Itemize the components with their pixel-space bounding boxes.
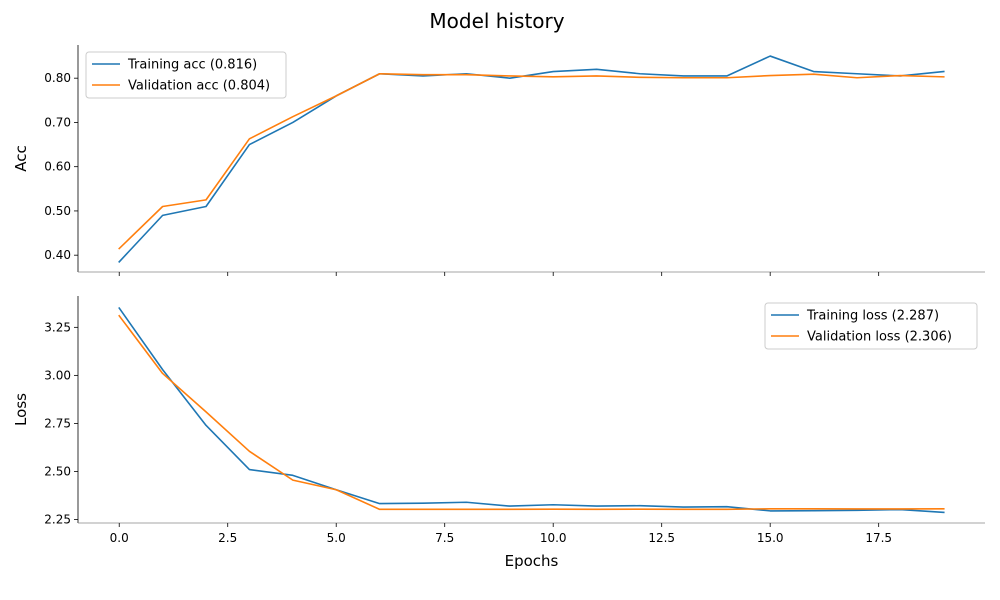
acc-legend: Training acc (0.816) Validation acc (0.80…	[85, 51, 287, 99]
loss-legend-label: Training loss (2.287)	[806, 309, 939, 324]
loss-y-tick-label: 3.00	[44, 368, 71, 382]
loss-y-tick-label: 2.25	[44, 513, 71, 527]
loss-x-tick-label: 15.0	[757, 531, 784, 545]
acc-series-line-training	[118, 55, 945, 263]
figure-title: Model history	[429, 9, 564, 33]
loss-panel: 2.25 2.50 2.75 3.00 3.25 0.0 2.5 5.0 7.5 10.0 12.5…	[12, 296, 985, 570]
acc-series-line-validation	[118, 72, 945, 250]
loss-legend-label: Validation loss (2.306)	[807, 330, 952, 345]
loss-y-tick-label: 2.50	[44, 464, 71, 478]
acc-y-tick-label: 0.40	[44, 248, 71, 262]
acc-y-tick-label: 0.70	[44, 115, 71, 129]
loss-y-tick-label: 3.25	[44, 320, 71, 334]
acc-legend-label: Validation acc (0.804)	[128, 79, 270, 94]
loss-series-line-training	[118, 306, 945, 514]
loss-x-tick-label: 2.5	[218, 531, 237, 545]
loss-legend-frame	[764, 302, 978, 350]
acc-y-tick-label: 0.60	[44, 160, 71, 174]
acc-legend-label: Training acc (0.816)	[127, 58, 257, 73]
acc-y-axis-label: Acc	[12, 145, 30, 172]
loss-x-tick-label: 0.0	[110, 531, 129, 545]
loss-x-tick-label: 10.0	[540, 531, 567, 545]
loss-x-tick-label: 12.5	[648, 531, 675, 545]
loss-y-tick-label: 2.75	[44, 416, 71, 430]
loss-x-tick-label: 17.5	[865, 531, 892, 545]
acc-legend-frame	[85, 51, 287, 99]
loss-x-tick-label: 5.0	[327, 531, 346, 545]
loss-legend: Training loss (2.287) Validation loss (2.…	[764, 302, 978, 350]
accuracy-panel: 0.40 0.50 0.60 0.70 0.80 Acc Training acc (0.8…	[12, 45, 985, 276]
loss-y-axis-label: Loss	[12, 393, 30, 426]
acc-y-tick-label: 0.50	[44, 204, 71, 218]
acc-y-tick-label: 0.80	[44, 71, 71, 85]
loss-x-axis-label: Epochs	[505, 552, 559, 570]
loss-x-tick-label: 7.5	[435, 531, 454, 545]
loss-series-line-validation	[118, 314, 945, 511]
